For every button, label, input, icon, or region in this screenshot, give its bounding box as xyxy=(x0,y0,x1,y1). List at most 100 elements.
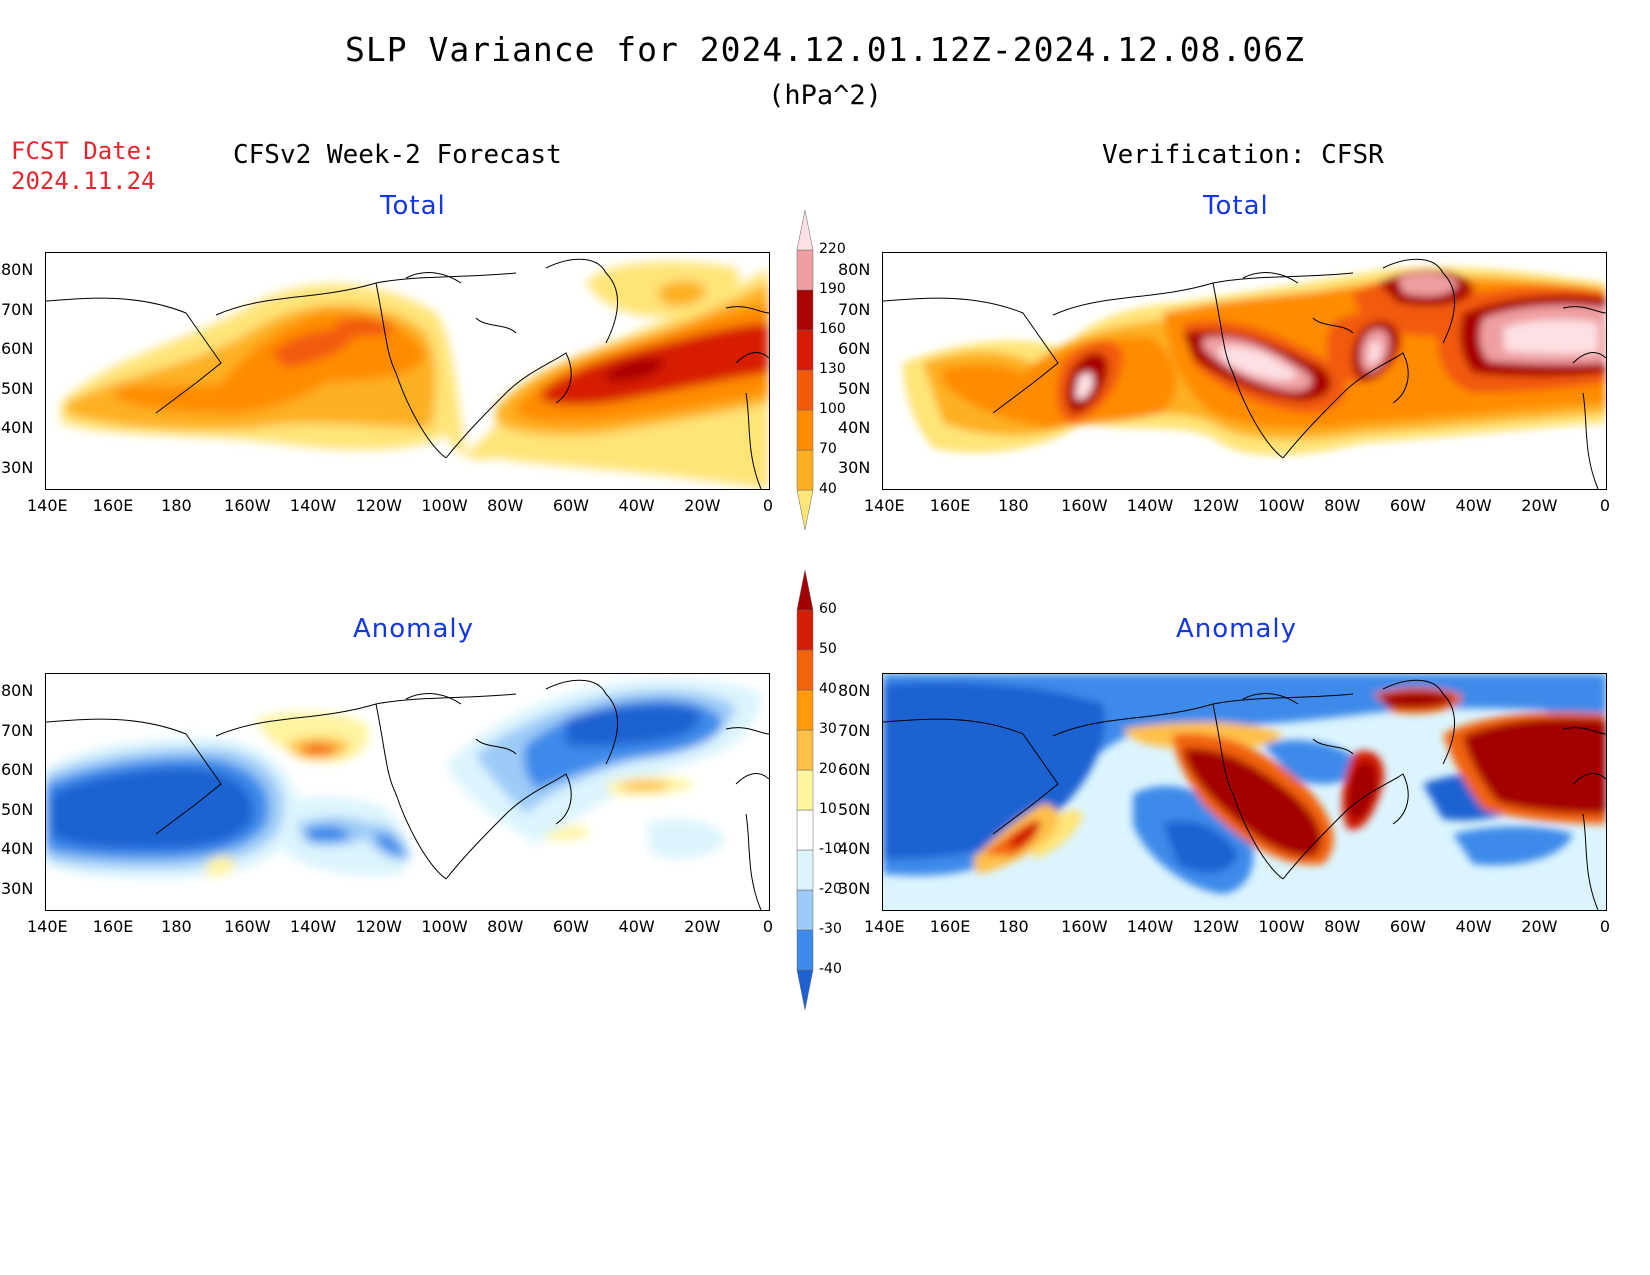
colorbar-total-swatch xyxy=(796,329,814,371)
verification-anomaly-field xyxy=(883,674,1606,910)
verification-total-title: Total xyxy=(1203,191,1269,221)
colorbar-total-swatch xyxy=(796,369,814,411)
verification-anomaly-lon-label: 120W xyxy=(1192,917,1239,936)
verification-total-field xyxy=(883,258,1606,489)
verification-anomaly-lon-label: 80W xyxy=(1324,917,1361,936)
verification-total-lat-label: 80N xyxy=(838,260,871,279)
forecast-anomaly-lon-label: 40W xyxy=(618,917,655,936)
fcst-date-value: 2024.11.24 xyxy=(11,167,156,195)
verification-total-lon-label: 0 xyxy=(1599,496,1611,515)
verification-total-lat-label: 60N xyxy=(838,339,871,358)
colorbar-total-label: 220 xyxy=(819,241,846,257)
verification-total-lon-label: 140W xyxy=(1126,496,1174,515)
verification-total-lat-label: 30N xyxy=(838,457,871,477)
verification-anomaly-lat-label: 60N xyxy=(838,760,871,779)
colorbar-anomaly-label: 10 xyxy=(819,801,837,817)
forecast-total-lon-label: 140W xyxy=(289,496,337,515)
colorbar-anomaly-swatch xyxy=(796,689,814,731)
verification-anomaly-lat-label: 80N xyxy=(838,681,871,700)
colorbar-total-label: 190 xyxy=(819,281,846,297)
forecast-anomaly-field xyxy=(46,678,769,910)
colorbar-anomaly-label: 30 xyxy=(819,721,837,737)
forecast-anomaly-lon-label: 120W xyxy=(355,917,402,936)
colorbar-anomaly-label: 50 xyxy=(819,641,837,657)
verification-anomaly-title: Anomaly xyxy=(1176,614,1298,644)
forecast-total-field xyxy=(46,258,769,489)
forecast-total-lon-label: 180 xyxy=(161,496,192,515)
colorbar-total-swatch xyxy=(796,449,814,491)
forecast-anomaly-lon-label: 140E xyxy=(27,917,68,936)
forecast-total-map xyxy=(45,252,770,490)
verification-total-lon-label: 100W xyxy=(1258,496,1305,515)
colorbar-anomaly-swatch xyxy=(796,609,814,651)
forecast-anomaly-lon-label: 100W xyxy=(421,917,468,936)
colorbar-total-label: 40 xyxy=(819,481,837,497)
colorbar-total-label: 100 xyxy=(819,401,846,417)
right-column-title: Verification: CFSR xyxy=(1102,140,1384,170)
colorbar-anomaly-swatch xyxy=(796,570,814,611)
colorbar-anomaly-swatch xyxy=(796,769,814,811)
verification-total-lon-label: 140E xyxy=(864,496,905,515)
forecast-total-lon-label: 60W xyxy=(552,496,589,515)
forecast-total-lon-label: 20W xyxy=(684,496,721,515)
verification-total-lat-label: 50N xyxy=(838,378,871,398)
forecast-total-lat-label: 60N xyxy=(1,339,34,358)
verification-anomaly-lon-label: 60W xyxy=(1389,917,1426,936)
colorbar-anomaly-label: 40 xyxy=(819,681,837,697)
verification-total-lon-label: 60W xyxy=(1389,496,1426,515)
verification-anomaly-lon-label: 0 xyxy=(1599,917,1611,936)
forecast-total-lon-label: 100W xyxy=(421,496,468,515)
forecast-total-lat-label: 40N xyxy=(1,418,34,437)
verification-total-lon-label: 180 xyxy=(998,496,1029,515)
verification-total-lat-label: 70N xyxy=(838,299,871,319)
forecast-total-lon-label: 0 xyxy=(762,496,774,515)
colorbar-total-swatch xyxy=(796,210,814,251)
forecast-anomaly-lat-label: 80N xyxy=(1,681,34,700)
colorbar-total-swatch xyxy=(796,289,814,331)
verification-total-lon-label: 80W xyxy=(1324,496,1361,515)
left-column-title: CFSv2 Week-2 Forecast xyxy=(233,140,562,170)
forecast-anomaly-lat-label: 60N xyxy=(1,760,34,779)
verification-total-map xyxy=(882,252,1607,490)
colorbar-total-label: 160 xyxy=(819,321,846,337)
forecast-total-lon-label: 120W xyxy=(355,496,402,515)
colorbar-total-svg xyxy=(796,210,814,530)
forecast-total-title: Total xyxy=(380,191,446,221)
colorbar-anomaly-swatch xyxy=(796,849,814,891)
forecast-total-lon-label: 140E xyxy=(27,496,68,515)
forecast-total-lat-label: 50N xyxy=(1,378,34,398)
verification-total-lon-label: 120W xyxy=(1192,496,1239,515)
forecast-total-lon-label: 160E xyxy=(92,496,134,515)
forecast-total-lon-label: 160W xyxy=(224,496,271,515)
forecast-total-lon-label: 40W xyxy=(618,496,655,515)
colorbar-anomaly: -40 -30 -20 -10 10 20 30 40 50 60 xyxy=(795,570,842,1015)
forecast-anomaly-lon-label: 20W xyxy=(684,917,721,936)
colorbar-anomaly-label: 60 xyxy=(819,601,837,617)
verification-anomaly-lon-label: 140E xyxy=(864,917,905,936)
forecast-anomaly-lat-label: 40N xyxy=(1,839,34,858)
verification-anomaly-map xyxy=(882,673,1607,911)
colorbar-total-swatch xyxy=(796,409,814,451)
verification-anomaly-lat-label: 40N xyxy=(838,839,871,858)
verification-anomaly-lon-label: 160W xyxy=(1061,917,1108,936)
colorbar-anomaly-svg xyxy=(796,570,814,1010)
verification-total-lon-label: 20W xyxy=(1521,496,1558,515)
verification-anomaly-lat-label: 50N xyxy=(838,799,871,819)
figure-units: (hPa^2) xyxy=(768,80,882,111)
colorbar-total-swatch xyxy=(796,249,814,291)
verification-total-lon-label: 40W xyxy=(1455,496,1492,515)
forecast-total-lon-label: 80W xyxy=(487,496,524,515)
verification-anomaly-lon-label: 40W xyxy=(1455,917,1492,936)
colorbar-total: 40 70 100 130 160 190 220 xyxy=(795,210,846,530)
fcst-date-label: FCST Date: xyxy=(11,137,156,165)
colorbar-anomaly-label: -40 xyxy=(819,961,842,977)
verification-anomaly-lat-label: 30N xyxy=(838,878,871,898)
verification-anomaly-lon-label: 20W xyxy=(1521,917,1558,936)
forecast-anomaly-lon-label: 0 xyxy=(762,917,774,936)
forecast-anomaly-lat-label: 50N xyxy=(1,799,34,819)
forecast-anomaly-lat-label: 30N xyxy=(1,878,34,898)
forecast-anomaly-lon-label: 160W xyxy=(224,917,271,936)
verification-anomaly-lon-label: 140W xyxy=(1126,917,1174,936)
verification-total-lon-label: 160W xyxy=(1061,496,1108,515)
forecast-anomaly-lon-label: 160E xyxy=(92,917,134,936)
